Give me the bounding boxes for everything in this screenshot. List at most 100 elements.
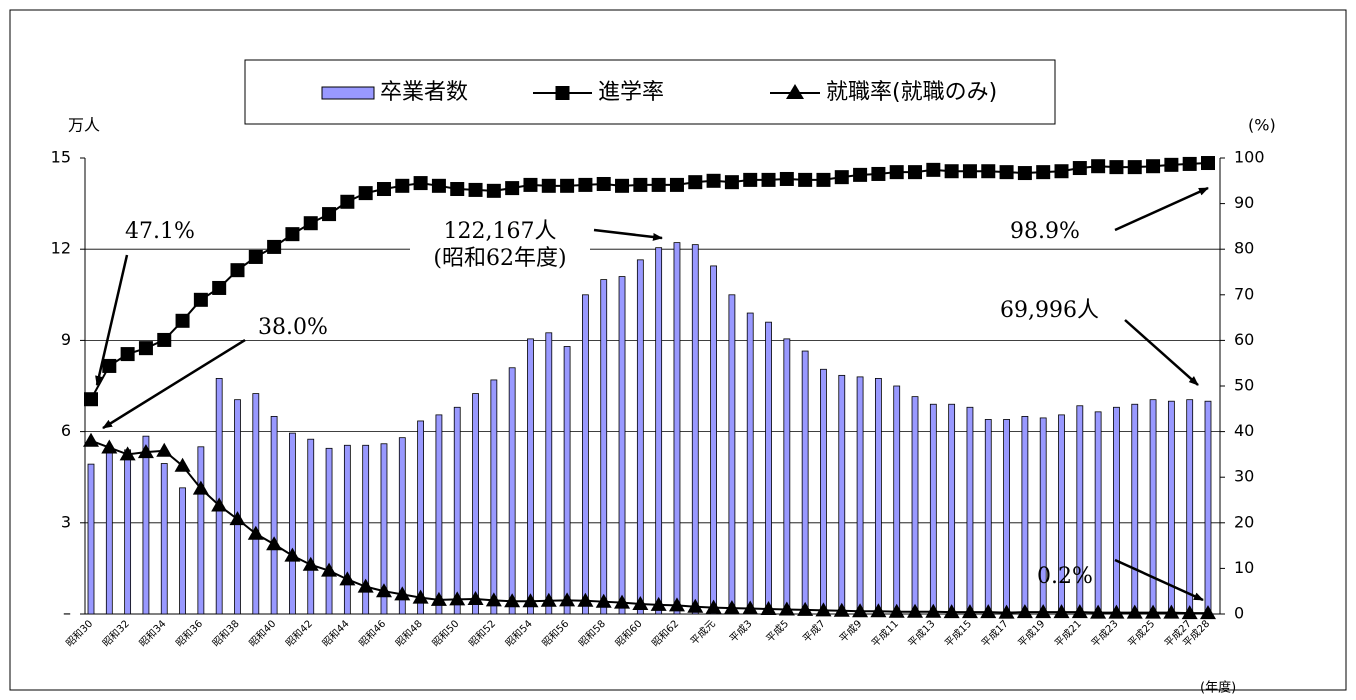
bar	[362, 444, 370, 615]
bar	[874, 377, 882, 615]
line-marker	[522, 593, 539, 608]
bar	[856, 376, 864, 615]
annotation: (昭和62年度)	[433, 246, 566, 271]
x-tick-label: 平成13	[906, 618, 938, 650]
line-marker	[724, 175, 739, 190]
bar	[508, 367, 516, 615]
y2-tick-label: 0	[1234, 604, 1244, 623]
bar	[270, 415, 278, 615]
y-tick-label: 12	[51, 239, 71, 258]
bar	[124, 449, 132, 615]
line-marker	[1071, 604, 1088, 619]
line-marker	[961, 604, 978, 619]
bar	[1021, 415, 1029, 615]
annotation: 47.1%	[125, 219, 195, 244]
line-marker	[303, 216, 318, 231]
annotation: 98.9%	[1010, 219, 1080, 244]
line-marker	[998, 604, 1015, 619]
line-marker	[321, 562, 338, 577]
bar	[105, 446, 113, 615]
x-tick-label: 昭和46	[357, 618, 389, 650]
line-marker	[687, 598, 704, 613]
line-marker	[1201, 156, 1215, 171]
line-marker	[523, 177, 538, 192]
bar	[618, 276, 626, 615]
bar	[380, 443, 388, 615]
x-tick-label: 平成21	[1052, 618, 1084, 650]
bar	[215, 377, 223, 615]
legend-label: 就職率(就職のみ)	[826, 80, 997, 105]
y-tick-label: –	[63, 604, 71, 623]
x-tick-label: 昭和44	[320, 618, 352, 650]
line-marker	[505, 181, 520, 196]
line-marker	[779, 171, 794, 186]
bar	[728, 294, 736, 615]
line-marker	[595, 593, 612, 608]
x-tick-label: 昭和32	[100, 618, 132, 650]
line-marker	[688, 175, 703, 190]
x-axis-label: (年度)	[1200, 680, 1236, 696]
line-marker	[705, 599, 722, 614]
bar	[765, 321, 772, 615]
line-marker	[723, 600, 740, 615]
line-marker	[1090, 604, 1107, 619]
y2-tick-label: 40	[1234, 421, 1254, 440]
line-marker	[230, 263, 245, 278]
line-marker	[633, 177, 648, 192]
line-marker	[1200, 605, 1216, 620]
y-tick-label: 3	[61, 512, 71, 531]
line-marker	[212, 280, 227, 295]
bar	[820, 368, 827, 615]
line-marker	[83, 432, 99, 447]
x-tick-label: 昭和48	[393, 618, 425, 650]
y-axis-label: 万人	[68, 116, 100, 135]
bar	[160, 463, 168, 615]
line-marker	[376, 182, 391, 197]
line-marker	[1163, 604, 1180, 619]
x-tick-label: 昭和42	[283, 618, 315, 650]
bar	[1131, 403, 1139, 615]
legend-label: 進学率	[598, 80, 664, 105]
bar	[710, 265, 717, 615]
bar	[801, 350, 809, 615]
line-marker	[908, 165, 923, 180]
line-marker	[1036, 165, 1051, 180]
line-marker	[1146, 159, 1161, 174]
line-marker	[999, 165, 1014, 180]
line-marker	[815, 602, 832, 617]
annotation-arrow	[102, 338, 246, 430]
line-marker	[157, 332, 172, 347]
bar	[252, 393, 260, 615]
line-marker	[852, 603, 869, 618]
bar	[417, 420, 425, 615]
line-marker	[1054, 164, 1069, 179]
line-marker	[431, 178, 446, 193]
line-marker	[943, 604, 960, 619]
line-marker	[267, 239, 282, 254]
line-marker	[1091, 159, 1106, 174]
y2-tick-label: 60	[1234, 330, 1254, 349]
line-marker	[871, 166, 886, 181]
line-marker	[101, 439, 118, 454]
line-marker	[229, 511, 246, 526]
line-marker	[175, 313, 190, 328]
line-marker	[980, 604, 997, 619]
x-tick-label: 平成7	[801, 618, 828, 645]
y2-tick-label: 90	[1234, 193, 1254, 212]
line-marker	[540, 592, 557, 607]
x-tick-label: 昭和38	[210, 618, 242, 650]
bar	[325, 447, 333, 615]
bar	[673, 242, 681, 615]
bar	[87, 463, 95, 615]
bar	[1113, 406, 1120, 615]
line-marker	[541, 178, 556, 193]
annotation-arrow	[1114, 558, 1204, 602]
y-tick-label: 6	[61, 421, 71, 440]
x-tick-label: 昭和50	[430, 618, 462, 650]
y-tick-label: 15	[51, 148, 71, 167]
line-marker	[925, 603, 942, 618]
line-marker	[339, 571, 356, 586]
line-marker	[247, 525, 264, 540]
line-marker	[137, 444, 154, 459]
line-marker	[1127, 160, 1142, 175]
